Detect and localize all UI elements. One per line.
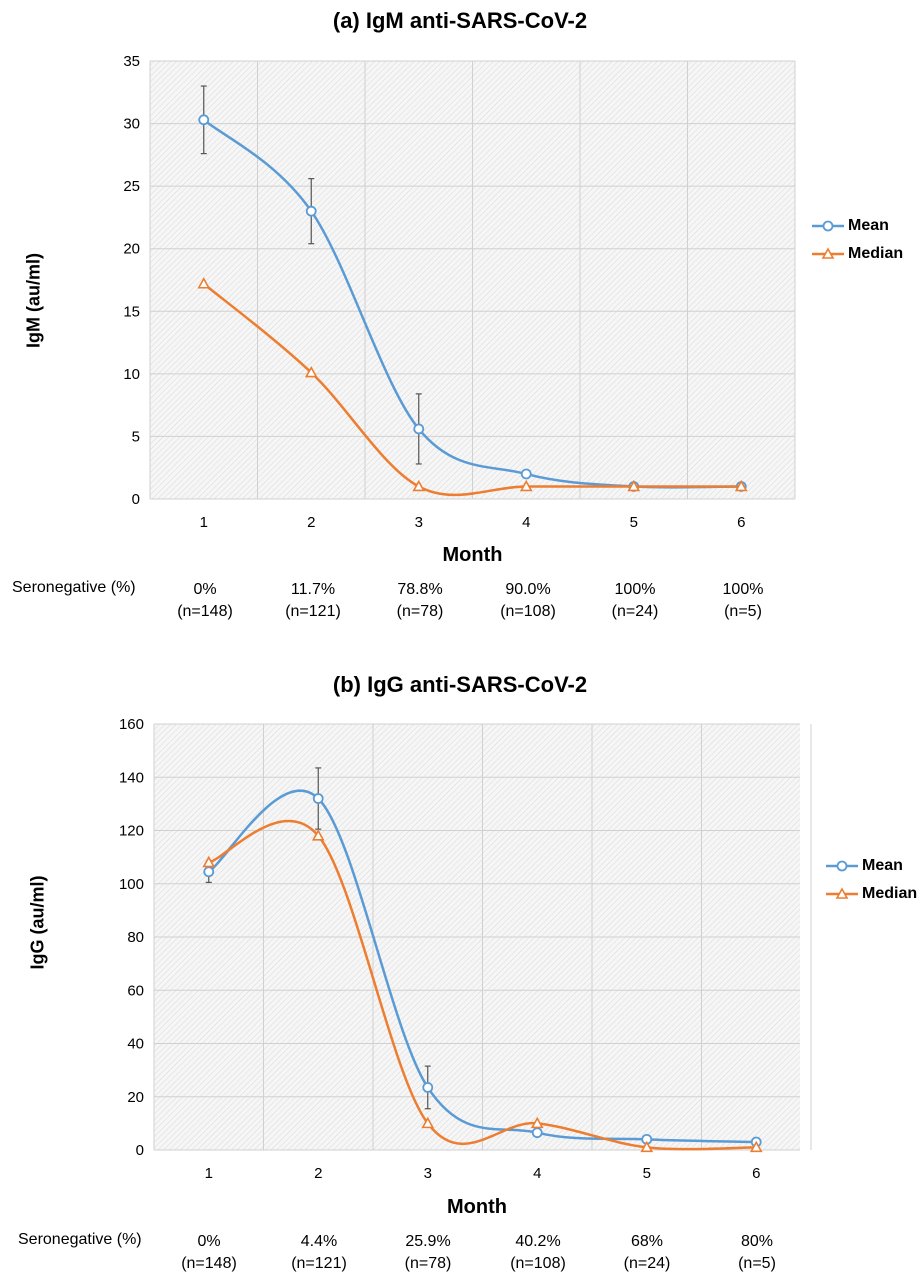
seronegative-cell: 0% (n=148)	[177, 581, 233, 620]
data-point-median	[202, 855, 216, 868]
chart-panel-igg: (b) IgG anti-SARS-CoV-2 IgG (au/ml) 0 20 4…	[0, 640, 920, 1279]
data-point-median	[197, 277, 211, 289]
chart-title: (b) IgG anti-SARS-CoV-2	[332, 672, 588, 697]
legend-label: Median	[862, 885, 918, 902]
series-line-median	[202, 282, 742, 497]
legend-item-median: Median	[826, 880, 917, 908]
data-point-mean	[531, 1127, 543, 1139]
legend-item-median: Median	[812, 240, 903, 268]
x-tick-label: 3	[415, 514, 423, 531]
seronegative-cell: 0% (n=148)	[181, 1233, 237, 1272]
legend-item-mean: Mean	[812, 212, 903, 240]
data-point-median	[519, 479, 533, 492]
seronegative-cell: 78.8% (n=78)	[396, 581, 444, 620]
seronegative-cell: 11.7% (n=121)	[285, 581, 341, 620]
x-tick-label: 2	[307, 514, 315, 531]
x-tick-label: 3	[424, 1165, 432, 1182]
legend: Mean Median	[826, 852, 917, 908]
legend-label: Mean	[862, 857, 903, 874]
igg-plot: 0 20 40 60 80 100 120 140 160 1 2 3 4 5 6	[119, 716, 812, 1182]
data-point-median	[627, 479, 641, 492]
seronegative-cell: 80% (n=5)	[738, 1233, 776, 1272]
y-tick-label: 40	[127, 1036, 144, 1053]
legend-item-mean: Mean	[826, 852, 917, 880]
y-tick-label: 10	[123, 366, 140, 383]
x-tick-label: 4	[522, 514, 530, 531]
y-tick-label: 20	[123, 241, 140, 258]
y-tick-label: 60	[127, 982, 144, 999]
y-tick-label: 160	[119, 716, 144, 733]
y-tick-label: 80	[127, 929, 144, 946]
data-point-mean	[305, 205, 317, 217]
igm-plot: 0 5 10 15 20 25 30 35 1 2 3 4 5 6	[123, 53, 796, 531]
data-point-median	[749, 1140, 763, 1153]
x-axis-label: Month	[447, 1196, 507, 1218]
x-tick-label: 4	[533, 1165, 541, 1182]
x-tick-label: 6	[752, 1165, 760, 1182]
seronegative-cell: 4.4% (n=121)	[291, 1233, 347, 1272]
seronegative-cell: 100% (n=24)	[611, 581, 659, 620]
legend-label: Median	[848, 245, 904, 262]
data-point-mean	[312, 793, 324, 804]
data-point-mean	[520, 468, 532, 480]
y-tick-label: 15	[123, 303, 140, 320]
data-point-mean	[203, 866, 215, 878]
legend-label: Mean	[848, 217, 889, 234]
data-point-median	[640, 1140, 654, 1153]
seronegative-cell: 25.9% (n=78)	[404, 1233, 452, 1272]
y-tick-label: 20	[127, 1089, 144, 1106]
y-tick-label: 140	[119, 769, 144, 786]
y-tick-label: 0	[136, 1142, 144, 1159]
data-point-median	[304, 365, 318, 378]
data-point-mean	[422, 1082, 434, 1093]
chart-panel-igm: (a) IgM anti-SARS-CoV-2 IgM (au/ml) 0 5 10…	[12, 8, 903, 620]
data-point-median	[412, 479, 426, 492]
x-axis-label: Month	[442, 544, 503, 566]
legend: Mean Median	[812, 212, 903, 268]
y-tick-label: 120	[119, 823, 144, 840]
data-point-median	[530, 1116, 544, 1129]
chart-title: (a) IgM anti-SARS-CoV-2	[332, 8, 588, 33]
seronegative-cell: 100% (n=5)	[722, 581, 764, 620]
data-point-median	[734, 479, 748, 492]
data-point-median	[421, 1116, 435, 1129]
y-tick-label: 25	[123, 178, 140, 195]
y-tick-label: 30	[123, 116, 140, 133]
y-tick-label: 0	[132, 491, 140, 508]
seronegative-cell: 68% (n=24)	[623, 1233, 671, 1272]
seronegative-label: Seronegative (%)	[12, 579, 136, 596]
x-tick-label: 1	[205, 1165, 213, 1182]
data-point-mean	[413, 423, 425, 435]
x-tick-label: 5	[630, 514, 638, 531]
x-tick-label: 2	[314, 1165, 322, 1182]
y-tick-label: 35	[123, 53, 140, 70]
data-point-median	[311, 829, 325, 841]
data-point-mean	[198, 114, 210, 126]
y-tick-label: 100	[119, 876, 144, 893]
x-tick-label: 6	[737, 514, 745, 531]
x-tick-label: 1	[200, 514, 208, 531]
y-tick-label: 5	[132, 428, 140, 445]
seronegative-label: Seronegative (%)	[18, 1231, 142, 1248]
x-tick-label: 5	[643, 1165, 651, 1182]
seronegative-cell: 90.0% (n=108)	[500, 581, 556, 620]
seronegative-cell: 40.2% (n=108)	[510, 1233, 566, 1272]
